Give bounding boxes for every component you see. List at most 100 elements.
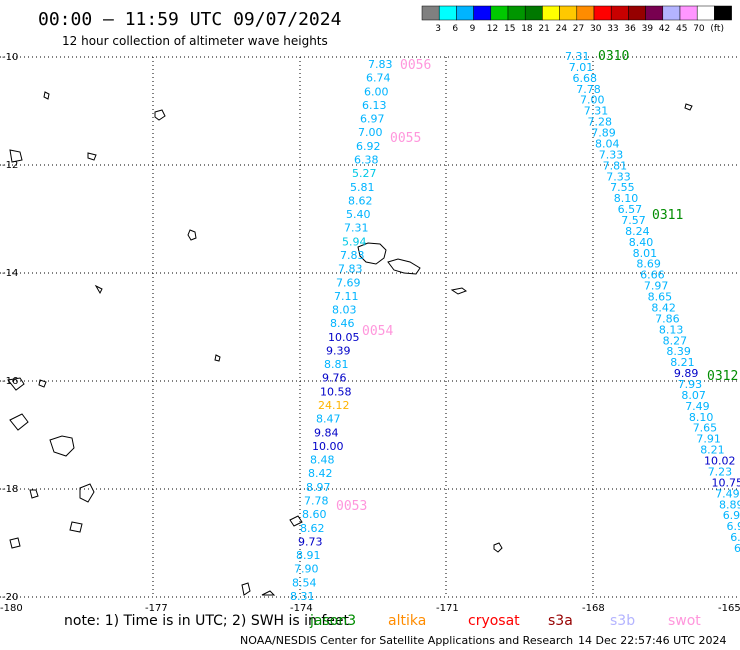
legend-label: 15 bbox=[504, 24, 515, 34]
swh-value: 7.49 bbox=[685, 400, 710, 413]
legend-swatch bbox=[490, 5, 509, 21]
satellite-name: s3a bbox=[548, 613, 573, 629]
legend-swatch bbox=[559, 5, 578, 21]
track-swot: 7.836.746.006.136.977.006.926.385.275.81… bbox=[290, 58, 393, 603]
swh-value: 10.75 bbox=[712, 476, 740, 489]
legend-label: 33 bbox=[607, 24, 618, 34]
swh-value: 6.00 bbox=[364, 85, 389, 98]
page-title: 00:00 – 11:59 UTC 09/07/2024 bbox=[38, 9, 341, 30]
legend-swatch bbox=[662, 5, 681, 21]
swh-value: 8.10 bbox=[614, 192, 639, 205]
swh-value: 8.04 bbox=[595, 138, 620, 151]
swh-value: 8.40 bbox=[629, 236, 654, 249]
legend-swatch bbox=[438, 5, 457, 21]
legend-label: 27 bbox=[573, 24, 584, 34]
legend-swatch bbox=[524, 5, 543, 21]
swh-value: 8.42 bbox=[308, 467, 333, 480]
page-subtitle: 12 hour collection of altimeter wave hei… bbox=[62, 34, 328, 48]
swh-value: 6.66 bbox=[640, 269, 665, 282]
legend-swatch bbox=[593, 5, 612, 21]
legend-label: 36 bbox=[624, 24, 636, 34]
swh-value: 6.97 bbox=[360, 113, 385, 126]
swh-value: 9.76 bbox=[322, 372, 347, 385]
y-tick-label: -10 bbox=[2, 52, 18, 63]
swh-value: 10.58 bbox=[320, 385, 352, 398]
y-axis-labels: -10 -12 -14 -16 -18 -20 bbox=[2, 52, 18, 603]
pass-label: 0312 bbox=[707, 369, 738, 384]
swh-value: 6.57 bbox=[618, 203, 643, 216]
swh-value: 7.83 bbox=[338, 263, 363, 276]
pass-label: 0310 bbox=[598, 49, 629, 64]
swh-value: 5.81 bbox=[350, 181, 375, 194]
legend-swatch bbox=[421, 5, 440, 21]
legend-swatch bbox=[679, 5, 698, 21]
swh-value: 8.48 bbox=[310, 454, 335, 467]
swh-value: 7.23 bbox=[708, 466, 733, 479]
swh-value: 5.94 bbox=[342, 235, 367, 248]
swh-value: 7.49 bbox=[715, 487, 740, 500]
swh-value: 8.91 bbox=[296, 549, 321, 562]
swh-value: 9.73 bbox=[298, 535, 323, 548]
x-tick-label: -180 bbox=[0, 603, 23, 614]
pass-label: 0311 bbox=[652, 208, 683, 223]
legend-swatch bbox=[542, 5, 560, 21]
satellite-name: jason3 bbox=[309, 613, 356, 629]
swh-value: 6.38 bbox=[354, 154, 379, 167]
footer-source: NOAA/NESDIS Center for Satellite Applica… bbox=[240, 634, 573, 647]
pass-label: 0054 bbox=[362, 324, 393, 339]
coastlines bbox=[7, 91, 693, 596]
wave-height-legend: 3 6 9 12 15 18 21 24 27 30 33 36 39 42 45 70 (ft) bbox=[421, 5, 732, 34]
swh-value: 9.39 bbox=[326, 345, 351, 358]
swh-value: 8.31 bbox=[290, 590, 315, 603]
swh-value: 5.40 bbox=[346, 208, 371, 221]
swh-value: 7.00 bbox=[580, 94, 605, 107]
swh-value: 5.27 bbox=[352, 167, 377, 180]
x-tick-label: -177 bbox=[145, 603, 168, 614]
swh-value: 8.24 bbox=[625, 225, 650, 238]
swh-value: 7.91 bbox=[696, 433, 721, 446]
legend-swatch bbox=[456, 5, 474, 21]
x-axis-labels: -180 -177 -174 -171 -168 -165 bbox=[0, 603, 740, 614]
swh-value: 8.13 bbox=[659, 323, 684, 336]
swh-value: 7.65 bbox=[693, 422, 718, 435]
swh-value: 7.81 bbox=[603, 159, 628, 172]
y-tick-label: -20 bbox=[2, 592, 18, 603]
legend-label: 45 bbox=[676, 24, 687, 34]
swh-value: 7.86 bbox=[655, 312, 680, 325]
pass-label: 0055 bbox=[390, 131, 421, 146]
legend-label: 6 bbox=[452, 24, 458, 34]
swh-value: 7.01 bbox=[569, 61, 594, 74]
swh-value: 6.9 bbox=[727, 520, 740, 533]
swh-value: 10.00 bbox=[312, 440, 344, 453]
swh-value: 9.89 bbox=[674, 367, 699, 380]
legend-label: 9 bbox=[470, 24, 476, 34]
swh-value: 7.89 bbox=[591, 127, 616, 140]
swh-value: 8.81 bbox=[324, 358, 349, 371]
swh-value: 6.13 bbox=[362, 99, 387, 112]
legend-swatch bbox=[628, 5, 646, 21]
swh-value: 7.55 bbox=[610, 181, 635, 194]
swh-value: 7.90 bbox=[294, 563, 319, 576]
legend-swatch bbox=[473, 5, 492, 21]
swh-value: 7.28 bbox=[588, 116, 613, 129]
swh-value: 10.05 bbox=[328, 331, 360, 344]
swh-value: 7.78 bbox=[304, 495, 329, 508]
swh-value: 9.84 bbox=[314, 426, 339, 439]
swh-value: 24.12 bbox=[318, 399, 350, 412]
swh-value: 8.21 bbox=[670, 356, 695, 369]
x-tick-label: -174 bbox=[290, 603, 313, 614]
swh-value: 8.42 bbox=[651, 302, 676, 315]
swh-value: 8.65 bbox=[648, 291, 673, 304]
swh-value: 8.10 bbox=[689, 411, 714, 424]
swh-value: 8.39 bbox=[666, 345, 691, 358]
swh-value: 6.92 bbox=[356, 140, 381, 153]
pass-label: 0053 bbox=[336, 499, 367, 514]
swh-value: 7.69 bbox=[336, 276, 361, 289]
map-frame bbox=[0, 56, 740, 598]
swh-value: 7.83 bbox=[368, 58, 393, 71]
legend-label: 12 bbox=[487, 24, 498, 34]
swh-value: 8.62 bbox=[348, 194, 373, 207]
satellite-name: cryosat bbox=[468, 613, 520, 629]
swh-value: 7.31 bbox=[565, 50, 590, 63]
units-note: note: 1) Time is in UTC; 2) SWH is in fe… bbox=[64, 613, 350, 629]
